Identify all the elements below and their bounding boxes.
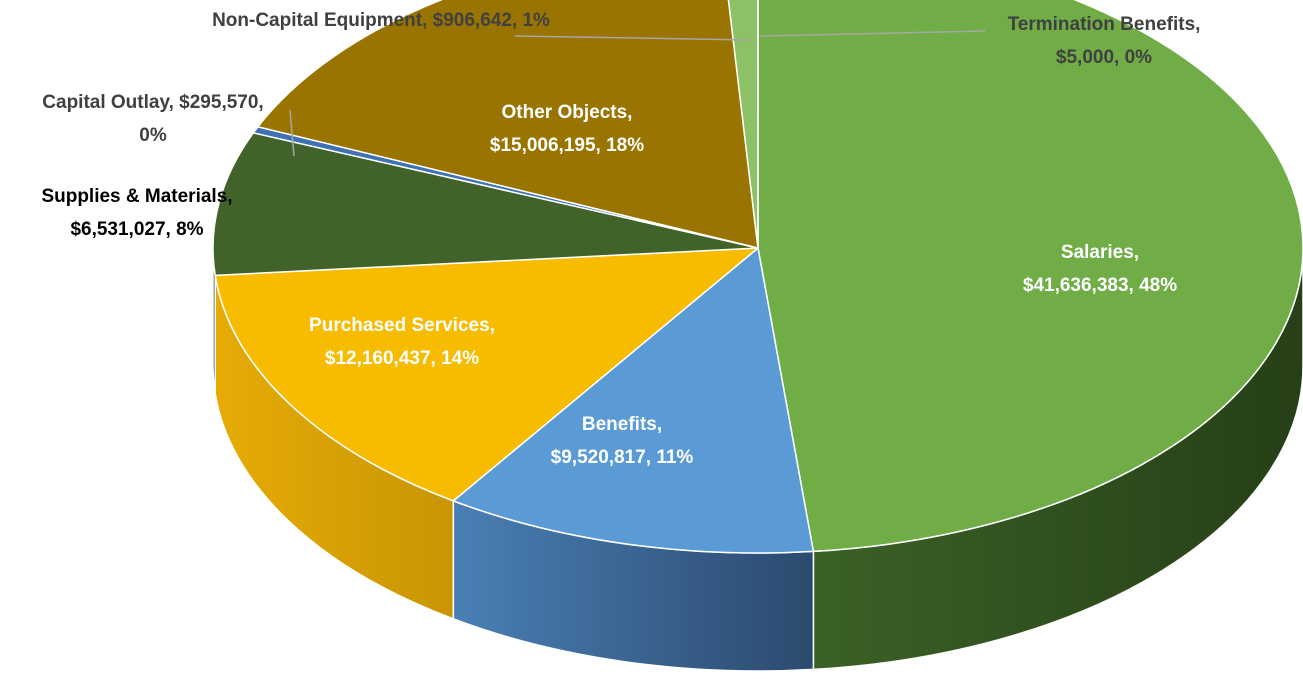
pie-slice-purchased-services	[214, 247, 759, 502]
data-label-benefits-line1: Benefits,	[582, 414, 662, 435]
pie-slice-non-capital-equipment	[727, 0, 759, 249]
pie-slice-benefits	[452, 247, 815, 554]
data-label-termination-benefits-line1: Termination Benefits,	[1008, 14, 1201, 35]
data-label-benefits-line2: $9,520,817, 11%	[551, 447, 694, 468]
leader-line-non-capital-equipment	[514, 35, 751, 41]
data-label-salaries: Salaries, $41,636,383, 48%	[1023, 242, 1177, 296]
data-label-purchased-services: Purchased Services, $12,160,437, 14%	[309, 315, 495, 369]
leader-line-capital-outlay	[289, 109, 295, 157]
data-label-capital-outlay: Capital Outlay, $295,570, 0%	[42, 92, 263, 146]
data-label-capital-outlay-line2: 0%	[139, 125, 167, 146]
data-label-termination-benefits: Termination Benefits, $5,000, 0%	[1008, 14, 1201, 68]
data-label-other-objects-line2: $15,006,195, 18%	[490, 135, 644, 156]
data-labels: Salaries, $41,636,383, 48% Benefits, $9,520…	[41, 10, 1200, 468]
leader-line-termination-benefits	[759, 30, 986, 37]
pie-tops	[212, 0, 1303, 554]
data-label-purchased-services-line2: $12,160,437, 14%	[325, 348, 479, 369]
data-label-supplies-materials-line2: $6,531,027, 8%	[70, 219, 203, 240]
data-label-termination-benefits-line2: $5,000, 0%	[1056, 47, 1152, 68]
leader-lines	[289, 30, 986, 157]
data-label-salaries-line1: Salaries,	[1061, 242, 1139, 263]
data-label-purchased-services-line1: Purchased Services,	[309, 315, 495, 336]
data-label-non-capital-equipment-line1: Non-Capital Equipment, $906,642, 1%	[212, 10, 550, 31]
data-label-non-capital-equipment: Non-Capital Equipment, $906,642, 1%	[212, 10, 550, 31]
data-label-capital-outlay-line1: Capital Outlay, $295,570,	[42, 92, 263, 113]
data-label-benefits: Benefits, $9,520,817, 11%	[551, 414, 694, 468]
pie-slice-supplies-materials	[212, 132, 759, 277]
data-label-supplies-materials-line1: Supplies & Materials,	[41, 186, 232, 207]
data-label-other-objects: Other Objects, $15,006,195, 18%	[490, 102, 644, 156]
pie-slice-salaries	[757, 0, 1303, 553]
data-label-other-objects-line1: Other Objects,	[502, 102, 633, 123]
data-label-supplies-materials: Supplies & Materials, $6,531,027, 8%	[41, 186, 232, 240]
data-label-salaries-line2: $41,636,383, 48%	[1023, 275, 1177, 296]
pie-slice-other-objects	[257, 0, 759, 249]
